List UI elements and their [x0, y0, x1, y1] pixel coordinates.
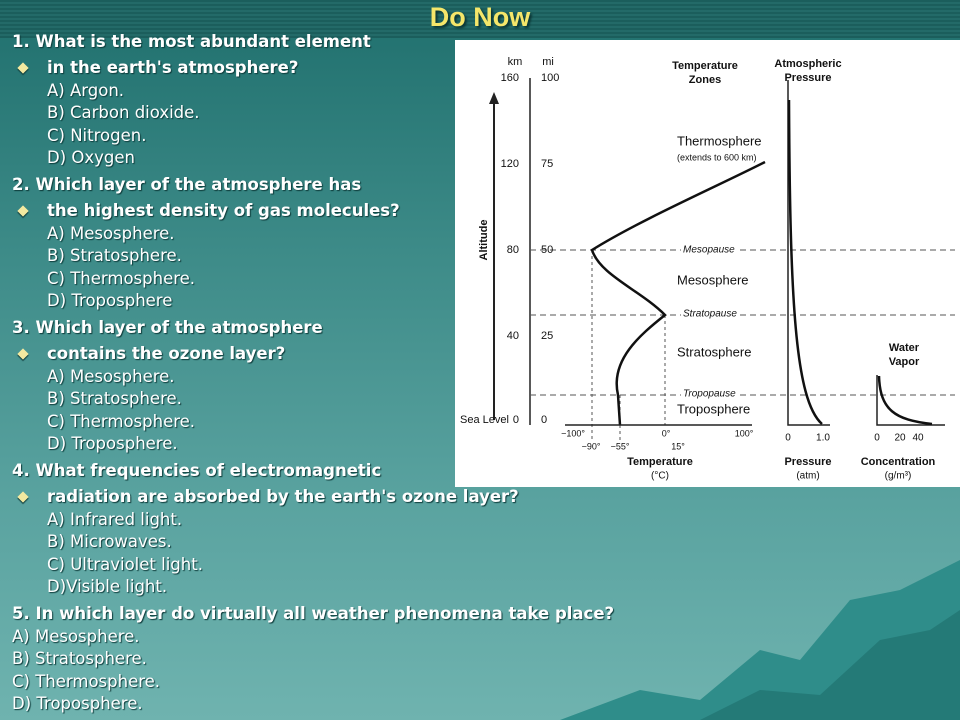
figure-label: Concentration [861, 456, 936, 468]
question-stem: 5. In which layer do virtually all weath… [12, 604, 615, 623]
figure-label: Atmospheric [774, 58, 841, 70]
question-text: radiation are absorbed by the earth's oz… [47, 487, 519, 506]
figure-label: 0 [785, 433, 791, 444]
figure-label: Temperature [672, 60, 738, 72]
mountain [700, 610, 960, 720]
km-tick: 120 [501, 158, 519, 170]
option: B) Stratosphere. [12, 649, 147, 669]
figure-label: mi [542, 56, 554, 68]
option: A) Mesosphere. [47, 367, 175, 386]
pause-lines [530, 249, 955, 396]
figure-label: Stratosphere [677, 344, 751, 359]
option: A) Infrared light. [47, 510, 183, 529]
figure-label: km [508, 56, 523, 68]
mi-tick: 25 [541, 330, 553, 342]
question-text: in the earth's atmosphere? [47, 58, 299, 77]
km-tick: 40 [507, 330, 519, 342]
option: B) Carbon dioxide. [47, 103, 200, 123]
mi-tick: 0 [541, 414, 547, 426]
figure-label: Altitude [478, 220, 490, 261]
question-stem: 4. What frequencies of electromagnetic [12, 461, 382, 480]
option: C) Thermosphere. [12, 671, 161, 691]
option: D)Visible light. [47, 576, 168, 596]
km-tick: 0 [513, 414, 519, 426]
km-tick: 80 [507, 244, 519, 256]
label-bg [681, 388, 739, 400]
option: D) Troposphere. [12, 693, 143, 713]
temperature-curve [590, 160, 766, 426]
pressure-axis [787, 80, 830, 426]
km-tick: 160 [501, 72, 519, 84]
question-stem: 1. What is the most abundant element [12, 32, 371, 51]
slide-title: Do Now [429, 2, 531, 32]
option: A) Argon. [47, 81, 125, 100]
figure-label: Vapor [889, 356, 920, 368]
figure-label: Pressure [784, 72, 831, 84]
figure-label: Mesosphere [677, 272, 749, 287]
figure-label: 15° [671, 441, 685, 451]
figure-label: Stratopause [683, 309, 737, 320]
figure-label: −55° [611, 441, 630, 451]
figure-label: 20 [894, 433, 906, 444]
mi-tick: 75 [541, 158, 553, 170]
figure-label: (°C) [651, 471, 669, 482]
option: C) Thermosphere. [47, 411, 196, 431]
question-text: the highest density of gas molecules? [47, 201, 400, 220]
option: D) Troposphere [47, 290, 173, 310]
figure-label: Mesopause [683, 245, 735, 256]
option: B) Stratosphere. [47, 246, 182, 266]
figure-background [455, 40, 960, 487]
mi-tick: 50 [541, 244, 553, 256]
figure-label: 100° [735, 428, 754, 438]
figure-label: Troposphere [677, 401, 750, 416]
figure-label: 0 [874, 433, 880, 444]
figure-label: Thermosphere [677, 133, 762, 148]
figure-label: −90° [582, 441, 601, 451]
figure-label: −100° [561, 428, 585, 438]
question-stem: 2. Which layer of the atmosphere has [12, 175, 362, 194]
figure-label: Temperature [627, 456, 693, 468]
temp-guides [591, 250, 666, 440]
figure-label: (g/m³) [885, 471, 912, 482]
option: A) Mesosphere. [12, 627, 140, 646]
option: C) Ultraviolet light. [47, 554, 203, 574]
figure-label: Sea Level [460, 414, 509, 426]
label-bg [681, 244, 738, 256]
figure-label: 0° [662, 428, 671, 438]
figure-label: 40 [912, 433, 924, 444]
figure-label: 1.0 [816, 433, 830, 444]
figure-label: (atm) [796, 471, 819, 482]
option: B) Stratosphere. [47, 389, 182, 409]
figure-label: Water [889, 342, 920, 354]
vapor-curve [877, 375, 933, 426]
pressure-curve [787, 99, 823, 425]
figure-label: Pressure [784, 456, 831, 468]
question-stem: 3. Which layer of the atmosphere [12, 318, 323, 337]
figure-label: Zones [689, 74, 721, 86]
figure-label: (extends to 600 km) [677, 152, 757, 162]
figure-label: Tropopause [683, 389, 736, 400]
option: A) Mesosphere. [47, 224, 175, 243]
question-text: contains the ozone layer? [47, 344, 286, 363]
vapor-axis [876, 375, 945, 426]
arrow-head [489, 92, 499, 104]
option: D) Oxygen [47, 147, 135, 167]
label-bg [681, 308, 740, 320]
option: C) Thermosphere. [47, 268, 196, 288]
mi-tick: 100 [541, 72, 559, 84]
option: B) Microwaves. [47, 532, 172, 552]
option: C) Nitrogen. [47, 125, 147, 145]
title-bar [0, 0, 960, 38]
option: D) Troposphere. [47, 433, 178, 453]
